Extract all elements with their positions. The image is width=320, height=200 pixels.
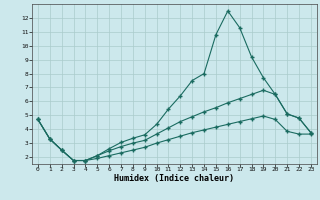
X-axis label: Humidex (Indice chaleur): Humidex (Indice chaleur) [115, 174, 234, 183]
